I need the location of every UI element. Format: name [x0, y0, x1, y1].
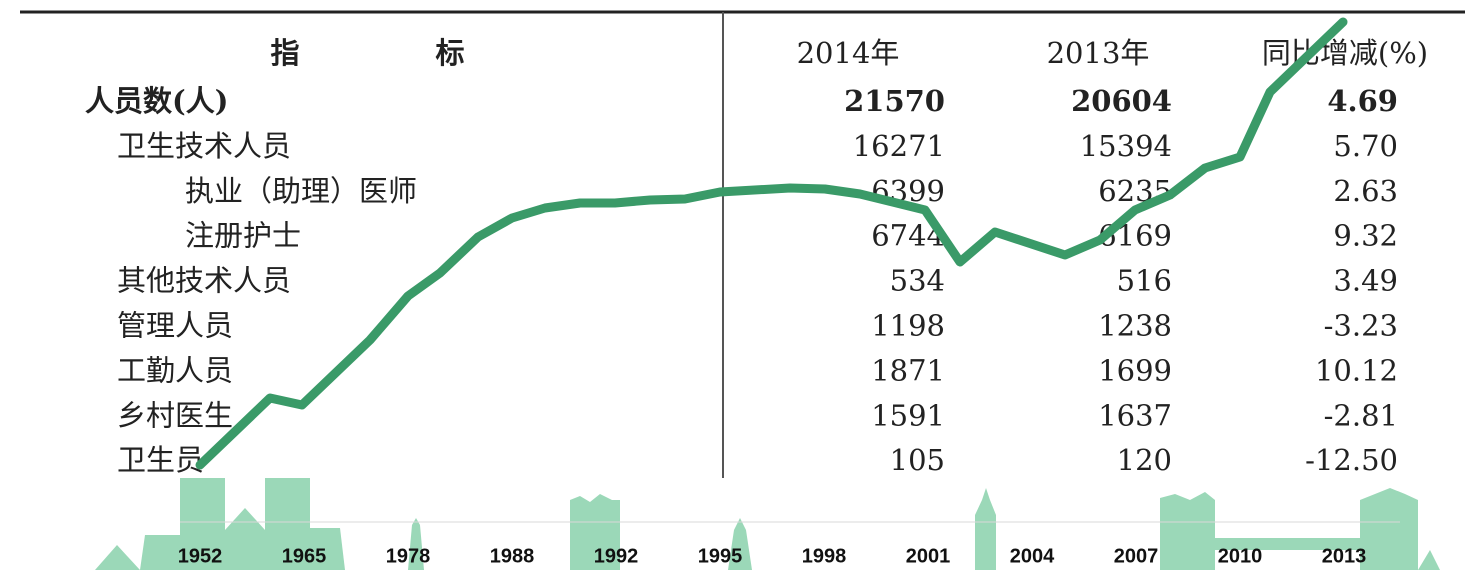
- cell-value: 3.49: [1333, 264, 1398, 298]
- cell-value: -12.50: [1305, 443, 1398, 477]
- trend-line: [195, 17, 1348, 470]
- cell-value: 1198: [871, 309, 945, 343]
- column-header: 2013年: [1047, 36, 1150, 70]
- year-label: 1998: [802, 545, 847, 567]
- year-label: 2010: [1218, 545, 1263, 567]
- row-label: 卫生技术人员: [117, 129, 291, 163]
- cell-value: 1699: [1098, 353, 1172, 387]
- cell-value: -2.81: [1324, 398, 1398, 432]
- cell-value: 1637: [1098, 398, 1172, 432]
- cell-value: 16271: [853, 129, 945, 163]
- cell-value: 1591: [871, 398, 945, 432]
- cell-value: 516: [1117, 264, 1172, 298]
- cell-value: 1238: [1098, 309, 1172, 343]
- row-label: 工勤人员: [117, 353, 233, 387]
- cell-value: 20604: [1071, 84, 1172, 118]
- cell-value: -3.23: [1324, 309, 1398, 343]
- cell-value: 1871: [871, 353, 945, 387]
- cell-value: 2.63: [1333, 174, 1398, 208]
- row-label: 人员数(人): [85, 84, 228, 118]
- row-label: 乡村医生: [117, 398, 233, 432]
- year-label: 2004: [1010, 545, 1055, 567]
- cell-value: 4.69: [1327, 84, 1398, 118]
- header-label: 指: [270, 36, 299, 70]
- year-label: 1965: [282, 545, 327, 567]
- column-header: 同比增减(%): [1262, 36, 1428, 70]
- skyline: [95, 478, 1440, 570]
- row-label: 卫生员: [117, 443, 204, 477]
- cell-value: 10.12: [1315, 353, 1398, 387]
- year-label: 2007: [1114, 545, 1159, 567]
- year-label: 1988: [490, 545, 535, 567]
- cell-value: 120: [1117, 443, 1172, 477]
- year-label: 2001: [906, 545, 951, 567]
- row-label: 管理人员: [117, 309, 233, 343]
- year-label: 1978: [386, 545, 431, 567]
- cell-value: 9.32: [1333, 219, 1398, 253]
- row-label: 注册护士: [185, 219, 301, 253]
- row-label: 执业（助理）医师: [185, 174, 417, 208]
- cell-value: 21570: [844, 84, 945, 118]
- year-label: 2013: [1322, 545, 1367, 567]
- cell-value: 105: [890, 443, 945, 477]
- year-label: 1995: [698, 545, 743, 567]
- cell-value: 5.70: [1333, 129, 1398, 163]
- row-label: 其他技术人员: [117, 264, 291, 298]
- cell-value: 534: [890, 264, 945, 298]
- year-label: 1992: [594, 545, 639, 567]
- header-label: 标: [435, 36, 464, 70]
- year-label: 1952: [178, 545, 223, 567]
- column-header: 2014年: [797, 36, 900, 70]
- cell-value: 15394: [1080, 129, 1172, 163]
